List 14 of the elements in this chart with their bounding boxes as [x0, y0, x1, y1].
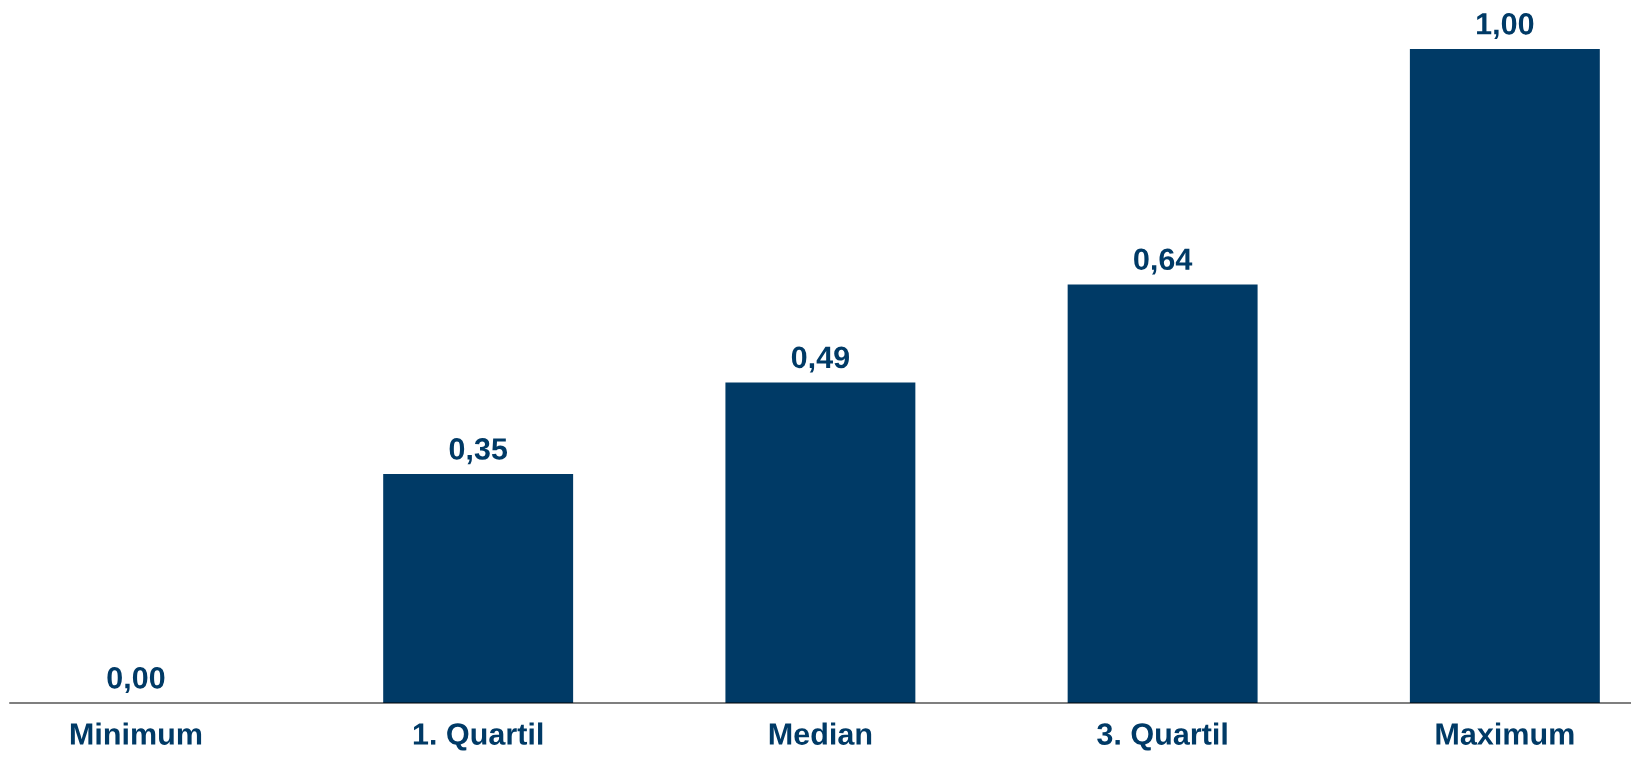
- bar: [1067, 284, 1258, 703]
- x-tick-label: 1. Quartil: [413, 722, 543, 751]
- x-tick-label: Maximum: [1436, 722, 1574, 745]
- bar: [383, 474, 574, 703]
- x-tick-label: Minimum: [70, 722, 202, 745]
- data-label: 0,35: [449, 438, 508, 465]
- bar: [725, 382, 916, 703]
- x-tick-label: 3. Quartil: [1097, 722, 1227, 751]
- data-label: 1,00: [1477, 13, 1534, 40]
- bar: [1409, 49, 1600, 703]
- x-tick-label: Median: [769, 722, 872, 745]
- data-label: 0,00: [107, 666, 165, 694]
- data-label: 0,49: [791, 346, 849, 373]
- data-label: 0,64: [1134, 248, 1193, 275]
